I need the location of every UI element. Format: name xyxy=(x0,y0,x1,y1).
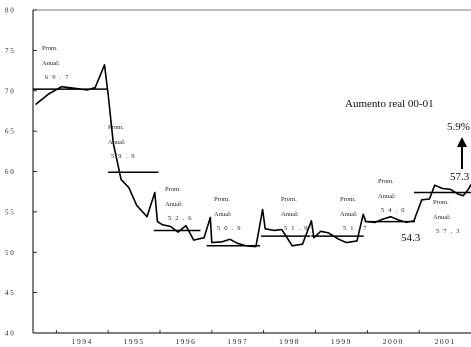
aumento-annotation: Aumento real 00-01 xyxy=(345,98,434,110)
average-anual-label: Anual: xyxy=(42,60,60,67)
y-tick-label: 7 0 xyxy=(5,87,14,95)
average-anual-label: Anual: xyxy=(433,214,451,221)
average-prom-label: Prom. xyxy=(165,186,181,193)
average-anual-label: Anual: xyxy=(281,211,299,218)
average-prom-label: Prom. xyxy=(214,196,230,203)
percent-annotation: 5.9% xyxy=(447,121,470,133)
average-value-label: 5 1 . 9 xyxy=(284,225,309,232)
average-anual-label: Anual: xyxy=(340,211,358,218)
x-tick-label: 1997 xyxy=(227,337,248,346)
x-tick-label: 2001 xyxy=(435,337,456,346)
x-tick-label: 1999 xyxy=(331,337,352,346)
y-tick-label: 6 5 xyxy=(5,128,14,136)
y-ticks: 4 0 4 5 5 0 5 5 6 0 6 5 7 0 7 5 8 0 xyxy=(5,7,37,338)
average-anual-label: Anual: xyxy=(214,211,232,218)
average-prom-label: Prom. xyxy=(108,124,124,131)
average-value-label: 6 9 . 7 xyxy=(45,74,70,81)
x-ticks: 1994 1995 1996 1997 1998 1999 2000 2001 xyxy=(55,330,456,346)
average-anual-label: Anual: xyxy=(108,139,126,146)
x-tick-label: 2000 xyxy=(383,337,404,346)
y-tick-label: 5 5 xyxy=(5,208,14,216)
arrow-up-icon xyxy=(457,137,467,169)
value-2000-annotation: 54.3 xyxy=(401,232,421,244)
y-tick-label: 4 5 xyxy=(5,289,14,297)
average-prom-label: Prom. xyxy=(340,196,356,203)
average-prom-label: Prom. xyxy=(42,45,58,52)
average-value-label: 5 2 . 6 xyxy=(168,215,193,222)
x-tick-label: 1994 xyxy=(72,337,93,346)
y-tick-label: 5 0 xyxy=(5,249,14,257)
average-labels: Prom. Anual: 6 9 . 7 Prom. Anual: 5 9 . 9 Prom… xyxy=(42,45,461,235)
value-2001-annotation: 57.3 xyxy=(450,171,470,183)
average-value-label: 5 1 . 7 xyxy=(343,225,368,232)
series-line xyxy=(35,64,471,248)
average-value-label: 5 0 . 9 xyxy=(217,225,242,232)
y-tick-label: 4 0 xyxy=(5,330,14,338)
average-value-label: 5 7 . 3 xyxy=(436,228,461,235)
y-tick-label: 8 0 xyxy=(5,7,14,15)
average-anual-label: Anual: xyxy=(378,193,396,200)
average-value-label: 5 9 . 9 xyxy=(111,153,136,160)
average-prom-label: Prom. xyxy=(281,196,297,203)
average-prom-label: Prom. xyxy=(378,178,394,185)
average-anual-label: Anual: xyxy=(165,201,183,208)
y-tick-label: 6 0 xyxy=(5,168,14,176)
x-tick-label: 1996 xyxy=(175,337,196,346)
average-prom-label: Prom. xyxy=(433,199,449,206)
y-tick-label: 7 5 xyxy=(5,47,14,55)
x-tick-label: 1995 xyxy=(124,337,145,346)
average-value-label: 5 4 . 0 xyxy=(381,207,406,214)
x-tick-label: 1998 xyxy=(279,337,300,346)
